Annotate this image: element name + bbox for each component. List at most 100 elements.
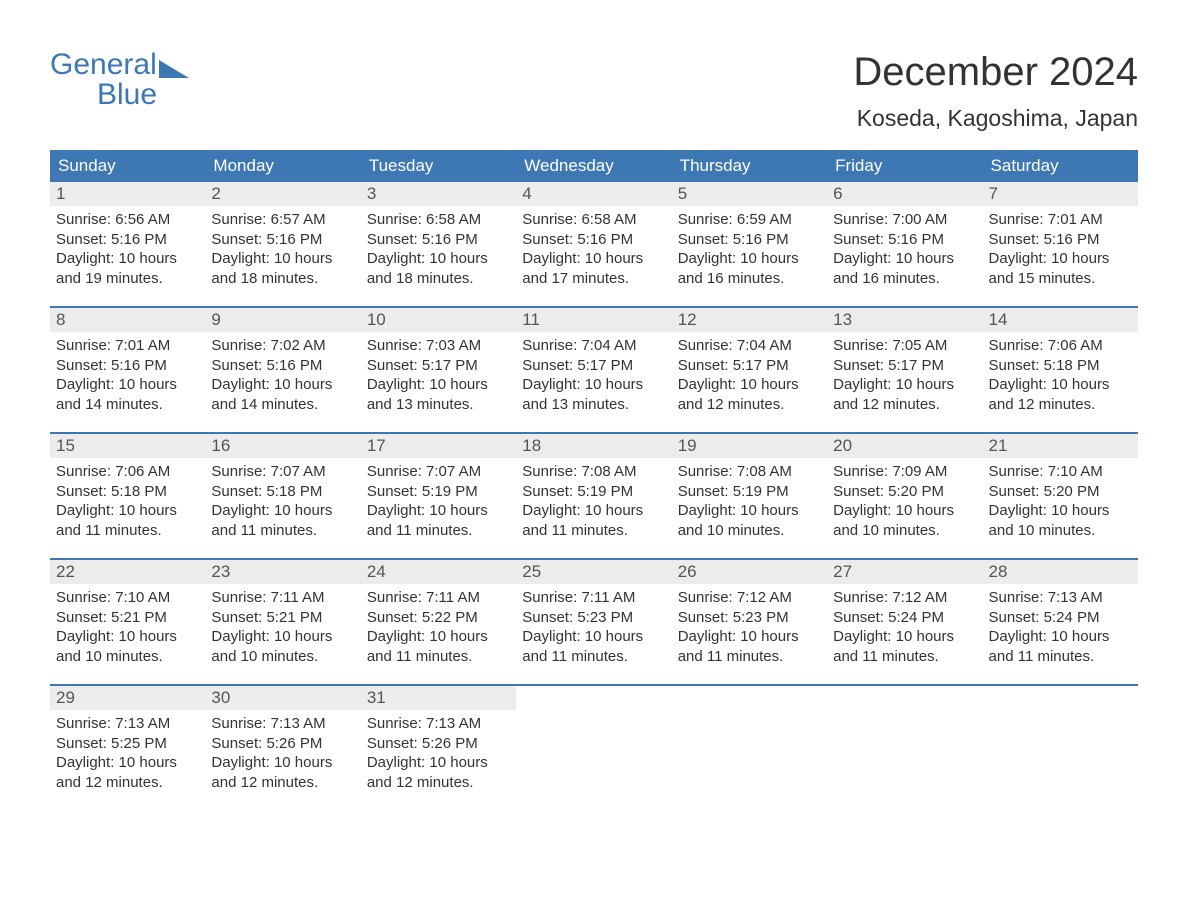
sunset-value: 5:21 PM xyxy=(266,609,322,626)
sunrise-label: Sunrise: xyxy=(56,589,111,606)
sunset-line: Sunset: 5:17 PM xyxy=(522,356,665,376)
day-cell: 23Sunrise: 7:11 AMSunset: 5:21 PMDayligh… xyxy=(205,560,360,684)
sunrise-label: Sunrise: xyxy=(211,337,266,354)
sunset-label: Sunset: xyxy=(522,231,573,248)
sunrise-line: Sunrise: 7:09 AM xyxy=(833,462,976,482)
daylight-label: Daylight: xyxy=(522,502,580,519)
day-cell: 9Sunrise: 7:02 AMSunset: 5:16 PMDaylight… xyxy=(205,308,360,432)
sunset-line: Sunset: 5:24 PM xyxy=(989,608,1132,628)
day-number: 26 xyxy=(672,560,827,584)
day-body: Sunrise: 7:06 AMSunset: 5:18 PMDaylight:… xyxy=(50,458,205,546)
sunset-line: Sunset: 5:16 PM xyxy=(522,230,665,250)
sunset-value: 5:16 PM xyxy=(422,231,478,248)
daylight-line: Daylight: 10 hours and 10 minutes. xyxy=(678,501,821,540)
sunrise-label: Sunrise: xyxy=(989,589,1044,606)
day-number: 15 xyxy=(50,434,205,458)
day-cell: 22Sunrise: 7:10 AMSunset: 5:21 PMDayligh… xyxy=(50,560,205,684)
daylight-label: Daylight: xyxy=(989,250,1047,267)
sunset-line: Sunset: 5:16 PM xyxy=(211,356,354,376)
sunset-value: 5:16 PM xyxy=(266,231,322,248)
sunrise-line: Sunrise: 7:13 AM xyxy=(989,588,1132,608)
day-number: 27 xyxy=(827,560,982,584)
day-cell xyxy=(983,686,1138,810)
day-body: Sunrise: 7:07 AMSunset: 5:19 PMDaylight:… xyxy=(361,458,516,546)
day-cell: 29Sunrise: 7:13 AMSunset: 5:25 PMDayligh… xyxy=(50,686,205,810)
daylight-line: Daylight: 10 hours and 12 minutes. xyxy=(833,375,976,414)
sunrise-line: Sunrise: 7:06 AM xyxy=(989,336,1132,356)
sunrise-value: 7:12 AM xyxy=(737,589,792,606)
daylight-label: Daylight: xyxy=(678,376,736,393)
daylight-label: Daylight: xyxy=(56,376,114,393)
sunrise-line: Sunrise: 6:57 AM xyxy=(211,210,354,230)
sunset-label: Sunset: xyxy=(56,357,107,374)
sunrise-value: 7:01 AM xyxy=(115,337,170,354)
sunrise-line: Sunrise: 7:04 AM xyxy=(678,336,821,356)
sunrise-line: Sunrise: 7:13 AM xyxy=(56,714,199,734)
daylight-label: Daylight: xyxy=(678,502,736,519)
daylight-line: Daylight: 10 hours and 14 minutes. xyxy=(56,375,199,414)
sunset-value: 5:16 PM xyxy=(733,231,789,248)
sunrise-line: Sunrise: 7:11 AM xyxy=(211,588,354,608)
sunset-line: Sunset: 5:23 PM xyxy=(678,608,821,628)
sunset-value: 5:18 PM xyxy=(266,483,322,500)
day-body: Sunrise: 7:11 AMSunset: 5:22 PMDaylight:… xyxy=(361,584,516,672)
sunset-value: 5:16 PM xyxy=(111,231,167,248)
sunrise-value: 7:13 AM xyxy=(1048,589,1103,606)
sunset-line: Sunset: 5:16 PM xyxy=(678,230,821,250)
day-number: 4 xyxy=(516,182,671,206)
day-cell: 14Sunrise: 7:06 AMSunset: 5:18 PMDayligh… xyxy=(983,308,1138,432)
day-cell: 12Sunrise: 7:04 AMSunset: 5:17 PMDayligh… xyxy=(672,308,827,432)
sunset-label: Sunset: xyxy=(833,357,884,374)
sunrise-value: 6:56 AM xyxy=(115,211,170,228)
sunset-line: Sunset: 5:26 PM xyxy=(211,734,354,754)
sunrise-line: Sunrise: 7:07 AM xyxy=(367,462,510,482)
day-cell: 6Sunrise: 7:00 AMSunset: 5:16 PMDaylight… xyxy=(827,182,982,306)
sunset-label: Sunset: xyxy=(989,483,1040,500)
day-cell: 18Sunrise: 7:08 AMSunset: 5:19 PMDayligh… xyxy=(516,434,671,558)
daylight-label: Daylight: xyxy=(211,628,269,645)
daylight-label: Daylight: xyxy=(367,628,425,645)
day-cell xyxy=(516,686,671,810)
sunrise-value: 7:08 AM xyxy=(581,463,636,480)
daylight-line: Daylight: 10 hours and 11 minutes. xyxy=(833,627,976,666)
sunset-value: 5:18 PM xyxy=(1044,357,1100,374)
daylight-label: Daylight: xyxy=(522,628,580,645)
sunset-line: Sunset: 5:20 PM xyxy=(833,482,976,502)
sunrise-line: Sunrise: 7:06 AM xyxy=(56,462,199,482)
week-row: 15Sunrise: 7:06 AMSunset: 5:18 PMDayligh… xyxy=(50,432,1138,558)
day-body: Sunrise: 7:04 AMSunset: 5:17 PMDaylight:… xyxy=(516,332,671,420)
sunset-value: 5:19 PM xyxy=(422,483,478,500)
day-body: Sunrise: 7:10 AMSunset: 5:20 PMDaylight:… xyxy=(983,458,1138,546)
sunset-label: Sunset: xyxy=(211,735,262,752)
sunset-line: Sunset: 5:18 PM xyxy=(989,356,1132,376)
day-body: Sunrise: 6:57 AMSunset: 5:16 PMDaylight:… xyxy=(205,206,360,294)
day-cell xyxy=(827,686,982,810)
day-number: 23 xyxy=(205,560,360,584)
sunset-value: 5:24 PM xyxy=(888,609,944,626)
sunrise-line: Sunrise: 7:12 AM xyxy=(833,588,976,608)
sunset-value: 5:17 PM xyxy=(733,357,789,374)
sunrise-label: Sunrise: xyxy=(367,463,422,480)
sunrise-label: Sunrise: xyxy=(367,337,422,354)
daylight-line: Daylight: 10 hours and 16 minutes. xyxy=(678,249,821,288)
sunset-line: Sunset: 5:20 PM xyxy=(989,482,1132,502)
calendar-grid: SundayMondayTuesdayWednesdayThursdayFrid… xyxy=(50,150,1138,810)
day-number: 28 xyxy=(983,560,1138,584)
sunset-line: Sunset: 5:17 PM xyxy=(678,356,821,376)
sunrise-label: Sunrise: xyxy=(56,715,111,732)
day-cell: 15Sunrise: 7:06 AMSunset: 5:18 PMDayligh… xyxy=(50,434,205,558)
day-cell xyxy=(672,686,827,810)
day-number: 10 xyxy=(361,308,516,332)
sunset-value: 5:17 PM xyxy=(577,357,633,374)
sunrise-label: Sunrise: xyxy=(56,337,111,354)
sunset-line: Sunset: 5:26 PM xyxy=(367,734,510,754)
day-body: Sunrise: 7:09 AMSunset: 5:20 PMDaylight:… xyxy=(827,458,982,546)
sunset-value: 5:17 PM xyxy=(422,357,478,374)
sunrise-line: Sunrise: 6:56 AM xyxy=(56,210,199,230)
day-cell: 1Sunrise: 6:56 AMSunset: 5:16 PMDaylight… xyxy=(50,182,205,306)
daylight-line: Daylight: 10 hours and 11 minutes. xyxy=(367,501,510,540)
header: General Blue December 2024 Koseda, Kagos… xyxy=(50,50,1138,142)
day-cell: 13Sunrise: 7:05 AMSunset: 5:17 PMDayligh… xyxy=(827,308,982,432)
sunrise-value: 7:07 AM xyxy=(426,463,481,480)
day-body: Sunrise: 7:06 AMSunset: 5:18 PMDaylight:… xyxy=(983,332,1138,420)
